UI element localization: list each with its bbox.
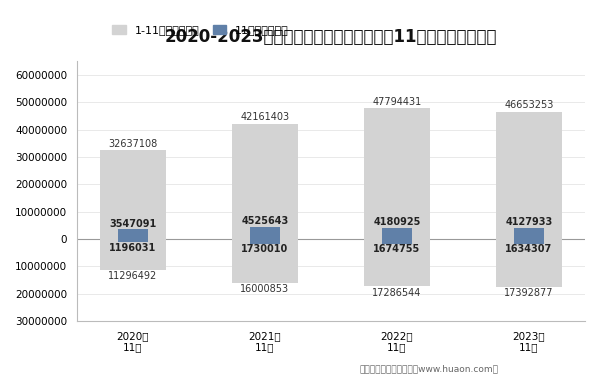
Bar bbox=[250, 239, 280, 244]
Bar bbox=[118, 230, 148, 239]
Text: 1634307: 1634307 bbox=[505, 244, 553, 254]
Legend: 1-11月（万美元）, 11月（万美元）: 1-11月（万美元）, 11月（万美元） bbox=[108, 20, 293, 39]
Bar bbox=[232, 239, 298, 283]
Text: 11296492: 11296492 bbox=[109, 272, 158, 281]
Title: 2020-2023年浙江省商品收发货人所在地11月进、出口额统计: 2020-2023年浙江省商品收发货人所在地11月进、出口额统计 bbox=[164, 28, 497, 46]
Bar bbox=[250, 227, 280, 239]
Bar bbox=[514, 239, 544, 244]
Text: 3547091: 3547091 bbox=[109, 219, 157, 229]
Text: 17392877: 17392877 bbox=[504, 288, 554, 298]
Text: 制图：华经产业研究院（www.huaon.com）: 制图：华经产业研究院（www.huaon.com） bbox=[360, 364, 499, 373]
Bar bbox=[514, 228, 544, 239]
Text: 46653253: 46653253 bbox=[504, 100, 554, 110]
Text: 1730010: 1730010 bbox=[241, 244, 289, 254]
Text: 1674755: 1674755 bbox=[373, 244, 421, 254]
Bar bbox=[364, 239, 430, 286]
Text: 42161403: 42161403 bbox=[241, 112, 289, 123]
Bar bbox=[496, 239, 562, 287]
Text: 32637108: 32637108 bbox=[109, 138, 158, 148]
Bar bbox=[382, 228, 412, 239]
Text: 16000853: 16000853 bbox=[241, 284, 289, 294]
Text: 47794431: 47794431 bbox=[372, 97, 422, 107]
Bar bbox=[100, 239, 166, 270]
Text: 4127933: 4127933 bbox=[505, 217, 553, 228]
Bar bbox=[118, 239, 148, 242]
Text: 4180925: 4180925 bbox=[373, 217, 421, 227]
Text: 4525643: 4525643 bbox=[241, 216, 289, 226]
Bar bbox=[232, 124, 298, 239]
Bar bbox=[382, 239, 412, 244]
Bar bbox=[364, 108, 430, 239]
Bar bbox=[100, 150, 166, 239]
Text: 1196031: 1196031 bbox=[109, 243, 157, 253]
Text: 17286544: 17286544 bbox=[372, 288, 422, 298]
Bar bbox=[496, 112, 562, 239]
